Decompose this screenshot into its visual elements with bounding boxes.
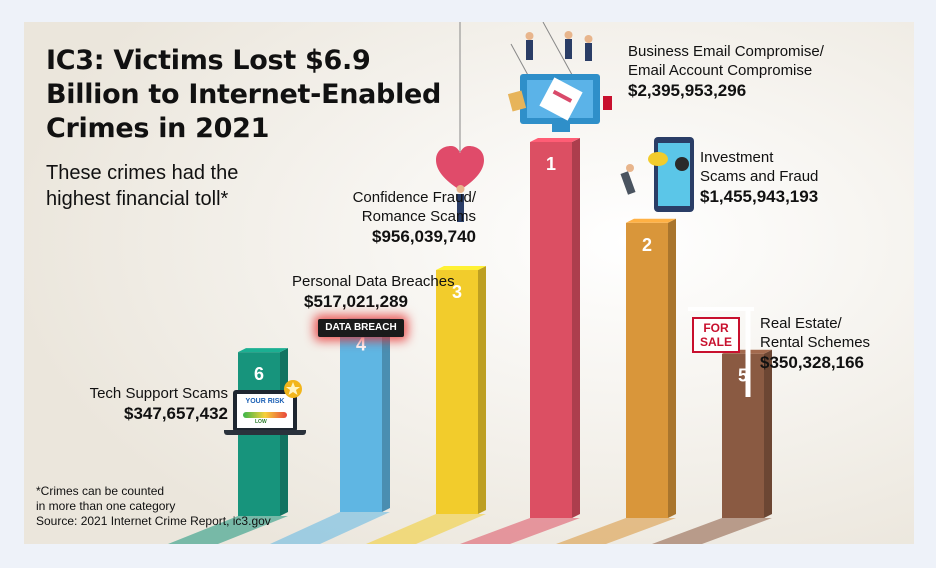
bar-reflection [270,512,390,544]
heart-balloon-illustration [436,22,484,222]
bar [530,142,572,518]
category-label-line: Tech Support Scams [89,385,228,402]
bar-rank-label: 4 [356,335,366,355]
bar [626,222,668,519]
category-label-6: Tech Support Scams $347,657,432 [84,384,228,424]
value-label: $1,455,943,193 [700,187,819,206]
value-label: $517,021,289 [304,292,408,311]
risk-meter-screen: YOUR RISK LOW [237,394,293,428]
bar-side [668,218,676,519]
category-label-line: Business Email Compromise/ [628,43,824,60]
bar [340,322,382,512]
bar-reflection [556,518,676,544]
footnote-line: *Crimes can be counted [36,484,165,498]
bar-chart: 1 2 3 4 5 6 [24,22,914,544]
category-label-line: Real Estate/ [760,315,842,332]
for-sale-sign-post [688,307,754,397]
risk-meter-bar [243,412,287,418]
risk-meter-level: LOW [255,419,267,425]
category-label-line: Investment [700,149,774,166]
bar-rank-label: 5 [738,366,748,386]
for-sale-sign-top-text: FOR [703,321,729,335]
risk-meter-laptop: YOUR RISK LOW [233,390,297,432]
bar-side [382,318,390,512]
category-label-line: Romance Scams [361,208,476,225]
value-label: $2,395,953,296 [628,81,747,100]
bar-top [436,266,486,271]
category-label-1: Business Email Compromise/ Email Account… [628,42,824,101]
for-sale-sign: FOR SALE [692,317,740,353]
bar-top [626,218,676,223]
footnote: *Crimes can be counted in more than one … [36,484,276,529]
bar [722,353,764,518]
category-label-3: Confidence Fraud/ Romance Scams $956,039… [314,188,476,247]
category-label-5: Real Estate/ Rental Schemes $350,328,166 [760,314,870,373]
value-label: $347,657,432 [124,404,228,423]
category-label-4: Personal Data Breaches $517,021,289 [292,272,455,312]
category-label-line: Personal Data Breaches [292,273,455,290]
bar-side [478,266,486,514]
category-label-line: Rental Schemes [760,334,871,351]
infographic-panel: 1 2 3 4 5 6 [24,22,914,544]
bar-reflection [366,514,486,544]
category-label-line: Scams and Fraud [700,168,819,185]
category-label-line: Confidence Fraud/ [352,189,476,206]
laptop-base [224,430,306,435]
chart-subtitle: These crimes had the highest financial t… [46,162,239,210]
for-sale-sign-bottom-text: SALE [699,335,732,349]
laptop-fishing-illustration [507,22,612,132]
bar-top [530,138,580,142]
phone-scammer-illustration [620,137,694,212]
bar-reflection [168,516,288,544]
bar-reflection [460,518,580,544]
value-label: $956,039,740 [372,227,476,246]
star-shield-icon [284,380,302,398]
value-label: $350,328,166 [760,353,864,372]
category-label-2: Investment Scams and Fraud $1,455,943,19… [700,148,818,207]
bar-rank-label: 2 [642,235,652,255]
bar-reflection [652,518,772,544]
bar-rank-label: 3 [452,282,462,302]
bar-rank-label: 1 [546,154,556,174]
bar-side [572,138,580,518]
source-line: Source: 2021 Internet Crime Report, ic3.… [36,514,271,528]
category-label-line: Email Account Compromise [628,62,813,79]
bar [436,270,478,514]
bar-top [238,348,288,353]
bar-rank-label: 6 [254,364,264,384]
bar-side [764,349,772,518]
footnote-line: in more than one category [36,499,176,513]
risk-meter-title: YOUR RISK [245,398,285,405]
chart-title: IC3: Victims Lost $6.9 Billion to Intern… [46,45,442,144]
data-breach-badge: DATA BREACH [318,319,404,337]
